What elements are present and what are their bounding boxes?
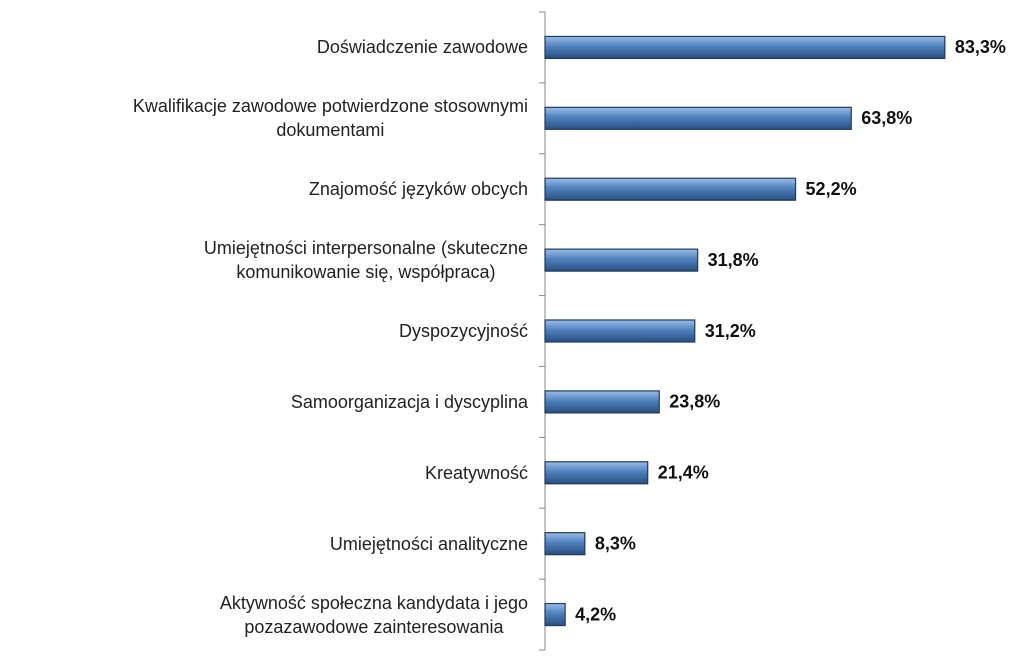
bar xyxy=(544,177,797,201)
bar xyxy=(544,319,696,343)
value-label: 23,8% xyxy=(669,392,720,412)
value-label: 31,2% xyxy=(705,321,756,341)
category-label: Kwalifikacje zawodowe potwierdzone stoso… xyxy=(132,96,528,141)
bar xyxy=(544,248,699,272)
bar xyxy=(544,106,852,130)
value-label: 31,8% xyxy=(708,250,759,270)
category-label: Samoorganizacja i dyscyplina xyxy=(290,391,528,412)
bar xyxy=(544,602,566,627)
category-label: Umiejętności interpersonalne (skuteczne … xyxy=(203,238,528,283)
value-label: 52,2% xyxy=(806,179,857,199)
value-label: 63,8% xyxy=(861,108,912,128)
value-label: 83,3% xyxy=(955,37,1006,57)
value-label: 4,2% xyxy=(575,604,616,624)
category-label: Dyspozycyjność xyxy=(398,321,528,341)
bar xyxy=(544,390,660,414)
bar xyxy=(544,461,649,485)
value-label: 21,4% xyxy=(658,463,709,483)
bar xyxy=(544,35,946,60)
category-label: Kreatywność xyxy=(424,462,528,483)
value-label: 8,3% xyxy=(595,533,636,553)
category-label: Doświadczenie zawodowe xyxy=(316,37,528,58)
category-label: Umiejętności analityczne xyxy=(329,533,528,554)
category-label: Znajomość języków obcych xyxy=(308,179,528,200)
category-label: Aktywność społeczna kandydata i jego poz… xyxy=(219,592,528,637)
bar xyxy=(544,532,586,556)
